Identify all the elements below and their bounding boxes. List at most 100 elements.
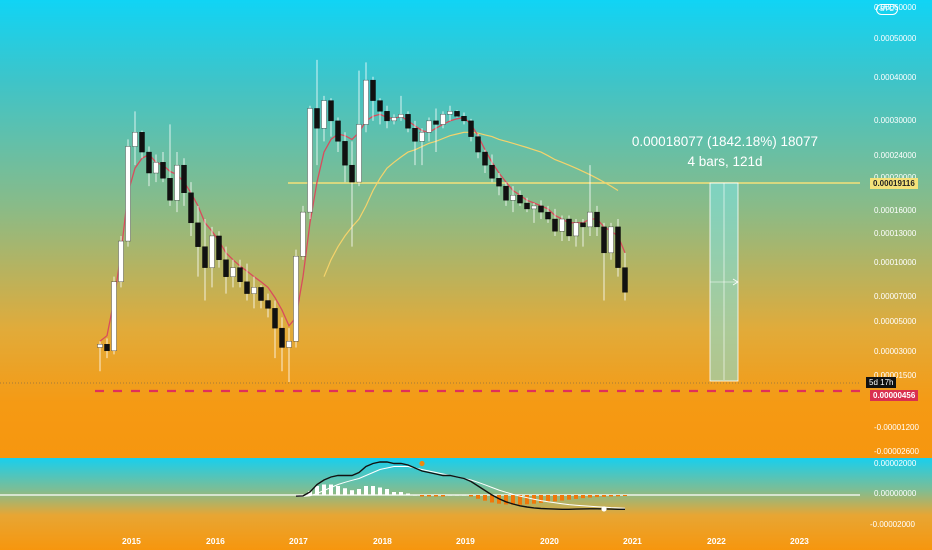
histogram-bar-positive bbox=[294, 494, 298, 496]
signal-line bbox=[295, 466, 626, 509]
candle-up bbox=[125, 146, 131, 242]
price-axis-label: 0.00013000 bbox=[874, 229, 917, 238]
candle-down bbox=[265, 300, 271, 309]
candle-down bbox=[468, 120, 474, 137]
histogram-bar-positive bbox=[385, 489, 389, 495]
histogram-bar-positive bbox=[378, 487, 382, 495]
candle-up bbox=[440, 114, 446, 125]
target-price-tag: 0.00019116 bbox=[870, 178, 918, 189]
candle-down bbox=[139, 132, 145, 153]
candle-down bbox=[482, 151, 488, 166]
oscillator-pane-background bbox=[0, 458, 932, 550]
price-axis-label: 0.00003000 bbox=[874, 347, 917, 356]
candle-down bbox=[237, 267, 243, 282]
countdown-tag: 5d 17h bbox=[866, 377, 897, 388]
candle-up bbox=[174, 164, 180, 201]
time-axis-label: 2015 bbox=[122, 536, 141, 546]
candle-up bbox=[230, 267, 236, 277]
time-axis-label: 2021 bbox=[623, 536, 642, 546]
candle-up bbox=[307, 108, 313, 213]
candle-down bbox=[622, 267, 628, 293]
last-price-tag: 0.00000456 bbox=[870, 390, 919, 401]
histogram-bar-positive bbox=[329, 484, 333, 495]
candle-up bbox=[559, 218, 565, 232]
candle-down bbox=[503, 185, 509, 201]
candle-down bbox=[454, 111, 460, 117]
measure-label: 0.00018077 (1842.18%) 18077 4 bars, 121d bbox=[600, 132, 850, 172]
candle-down bbox=[335, 120, 341, 142]
candle-down bbox=[566, 218, 572, 237]
histogram-bar-negative bbox=[574, 495, 578, 499]
candle-up bbox=[426, 120, 432, 133]
candle-down bbox=[461, 116, 467, 122]
candle-up bbox=[153, 162, 159, 174]
candle-up bbox=[363, 79, 369, 125]
histogram-bar-negative bbox=[560, 495, 564, 501]
histogram-bar-negative bbox=[420, 495, 424, 497]
candle-down bbox=[160, 162, 166, 179]
price-pane-background bbox=[0, 0, 932, 458]
histogram-bar-negative bbox=[511, 495, 515, 505]
histogram-bar-negative bbox=[616, 495, 620, 497]
candle-up bbox=[209, 235, 215, 268]
macd-line bbox=[295, 461, 625, 510]
candle-down bbox=[594, 211, 600, 228]
histogram-bar-negative bbox=[588, 495, 592, 498]
candle-up bbox=[118, 240, 124, 282]
candle-down bbox=[538, 205, 544, 213]
histogram-bar-positive bbox=[308, 491, 312, 495]
histogram-bar-positive bbox=[371, 486, 375, 495]
candle-up bbox=[251, 287, 257, 294]
histogram-bar-positive bbox=[301, 494, 305, 496]
candle-up bbox=[573, 222, 579, 237]
measure-arrow bbox=[732, 278, 739, 286]
candle-down bbox=[104, 344, 110, 352]
price-axis-label: 0.00024000 bbox=[874, 151, 917, 160]
candle-up bbox=[97, 344, 103, 348]
candle-up bbox=[391, 117, 397, 122]
price-axis-label: -0.00002600 bbox=[874, 447, 919, 456]
macd-trough-marker bbox=[601, 506, 607, 512]
oscillator-axis-label: 0.00000000 bbox=[874, 489, 917, 498]
histogram-bar-negative bbox=[602, 495, 606, 497]
candle-up bbox=[587, 211, 593, 228]
histogram-bar-positive bbox=[350, 490, 354, 495]
candle-up bbox=[608, 226, 614, 254]
candle-down bbox=[405, 114, 411, 129]
candle-down bbox=[328, 100, 334, 122]
candle-down bbox=[545, 211, 551, 220]
candle-up bbox=[510, 194, 516, 201]
oscillator-axis-label: 0.00002000 bbox=[874, 459, 917, 468]
time-axis-label: 2022 bbox=[707, 536, 726, 546]
histogram-bar-positive bbox=[392, 492, 396, 495]
candle-down bbox=[517, 194, 523, 204]
histogram-bar-negative bbox=[504, 495, 508, 505]
candle-down bbox=[272, 308, 278, 329]
currency-badge[interactable]: BTC bbox=[876, 4, 898, 15]
histogram-bar-negative bbox=[476, 495, 480, 499]
histogram-bar-negative bbox=[623, 495, 627, 497]
candle-down bbox=[258, 287, 264, 301]
price-axis-label: 0.00007000 bbox=[874, 292, 917, 301]
histogram-bar-positive bbox=[399, 492, 403, 495]
histogram-bar-negative bbox=[539, 495, 543, 503]
price-axis-label: 0.00005000 bbox=[874, 317, 917, 326]
candle-up bbox=[447, 111, 453, 115]
candle-down bbox=[377, 100, 383, 112]
candle-down bbox=[188, 192, 194, 224]
time-axis-label: 2023 bbox=[790, 536, 809, 546]
candle-down bbox=[384, 111, 390, 122]
candle-down bbox=[202, 246, 208, 268]
time-axis-label: 2020 bbox=[540, 536, 559, 546]
candle-down bbox=[412, 128, 418, 142]
price-axis-label: 0.00010000 bbox=[874, 258, 917, 267]
histogram-bar-positive bbox=[315, 486, 319, 495]
price-axis-label: 0.00030000 bbox=[874, 116, 917, 125]
price-axis-label: 0.00016000 bbox=[874, 206, 917, 215]
candle-down bbox=[433, 120, 439, 125]
candle-up bbox=[286, 341, 292, 348]
time-axis-label: 2016 bbox=[206, 536, 225, 546]
